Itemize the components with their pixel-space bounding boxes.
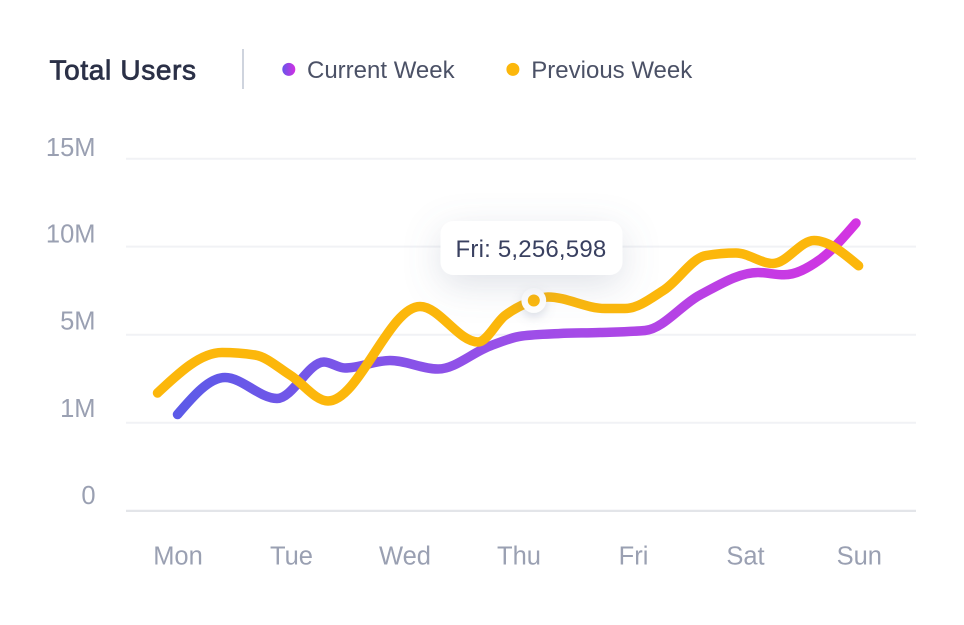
svg-text:Mon: Mon bbox=[153, 542, 203, 570]
svg-text:Sat: Sat bbox=[726, 542, 764, 570]
svg-text:Thu: Thu bbox=[497, 542, 541, 570]
svg-text:15M: 15M bbox=[46, 134, 96, 162]
svg-text:Previous Week: Previous Week bbox=[531, 57, 693, 84]
svg-text:Current Week: Current Week bbox=[307, 57, 456, 84]
svg-text:Total Users: Total Users bbox=[50, 54, 197, 85]
svg-text:1M: 1M bbox=[60, 395, 95, 423]
svg-text:Fri: 5,256,598: Fri: 5,256,598 bbox=[456, 236, 607, 263]
svg-text:Wed: Wed bbox=[379, 542, 431, 570]
svg-text:Sun: Sun bbox=[837, 542, 882, 570]
svg-text:Tue: Tue bbox=[270, 542, 313, 570]
svg-text:5M: 5M bbox=[60, 307, 95, 335]
svg-text:10M: 10M bbox=[46, 221, 96, 249]
svg-text:0: 0 bbox=[81, 482, 95, 510]
svg-text:Fri: Fri bbox=[619, 542, 649, 570]
